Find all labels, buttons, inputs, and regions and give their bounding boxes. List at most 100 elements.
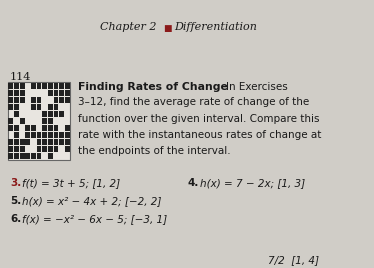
Text: rate with the instantaneous rates of change at: rate with the instantaneous rates of cha… (78, 130, 321, 140)
Bar (14, 111, 19, 117)
Bar (25, 139, 30, 145)
Text: Differentiation: Differentiation (174, 22, 257, 32)
Bar (25, 153, 30, 159)
Bar (8, 82, 70, 160)
Bar (31, 104, 36, 110)
Bar (37, 139, 42, 145)
Bar (31, 153, 36, 159)
Bar (53, 104, 58, 110)
Bar (48, 83, 53, 88)
Bar (59, 111, 64, 117)
Bar (48, 139, 53, 145)
Bar (14, 125, 19, 131)
Text: 6.: 6. (10, 214, 21, 224)
Bar (59, 97, 64, 103)
Bar (9, 139, 13, 145)
Bar (42, 125, 47, 131)
Bar (65, 97, 70, 103)
Bar (53, 125, 58, 131)
Bar (14, 139, 19, 145)
Bar (14, 146, 19, 152)
Bar (48, 153, 53, 159)
Bar (9, 90, 13, 96)
Bar (9, 153, 13, 159)
Bar (53, 139, 58, 145)
Bar (20, 153, 25, 159)
Bar (53, 146, 58, 152)
Text: Finding Rates of Change: Finding Rates of Change (78, 82, 228, 92)
Bar (65, 132, 70, 138)
Bar (37, 153, 42, 159)
Bar (20, 97, 25, 103)
Bar (53, 97, 58, 103)
Text: 5.: 5. (10, 196, 21, 206)
Bar (9, 97, 13, 103)
Bar (14, 153, 19, 159)
Text: 7/2  [1, 4]: 7/2 [1, 4] (268, 255, 319, 265)
Bar (14, 90, 19, 96)
Bar (48, 132, 53, 138)
Bar (37, 83, 42, 88)
Bar (9, 125, 13, 131)
Bar (14, 97, 19, 103)
Text: 3.: 3. (10, 178, 21, 188)
Bar (14, 132, 19, 138)
Bar (31, 125, 36, 131)
Text: 4.: 4. (188, 178, 199, 188)
Bar (65, 125, 70, 131)
Bar (20, 118, 25, 124)
Bar (20, 90, 25, 96)
Bar (9, 83, 13, 88)
Bar (31, 83, 36, 88)
Bar (14, 104, 19, 110)
Bar (42, 118, 47, 124)
Bar (53, 111, 58, 117)
Bar (42, 83, 47, 88)
Text: h(x) = x² − 4x + 2; [−2, 2]: h(x) = x² − 4x + 2; [−2, 2] (22, 196, 161, 206)
Text: ■: ■ (163, 24, 172, 33)
Bar (14, 83, 19, 88)
Bar (20, 146, 25, 152)
Bar (42, 139, 47, 145)
Bar (59, 132, 64, 138)
Bar (48, 90, 53, 96)
Bar (59, 139, 64, 145)
Bar (59, 83, 64, 88)
Bar (9, 118, 13, 124)
Bar (31, 97, 36, 103)
Text: f(t) = 3t + 5; [1, 2]: f(t) = 3t + 5; [1, 2] (22, 178, 120, 188)
Bar (37, 97, 42, 103)
Bar (42, 132, 47, 138)
Bar (48, 125, 53, 131)
Bar (48, 104, 53, 110)
Bar (9, 104, 13, 110)
Bar (9, 146, 13, 152)
Bar (31, 132, 36, 138)
Bar (37, 146, 42, 152)
Text: function over the given interval. Compare this: function over the given interval. Compar… (78, 114, 319, 124)
Bar (53, 90, 58, 96)
Text: Chapter 2: Chapter 2 (100, 22, 156, 32)
Bar (48, 111, 53, 117)
Bar (42, 111, 47, 117)
Bar (20, 83, 25, 88)
Bar (65, 83, 70, 88)
Bar (48, 118, 53, 124)
Bar (37, 132, 42, 138)
Bar (20, 139, 25, 145)
Bar (53, 132, 58, 138)
Bar (59, 90, 64, 96)
Bar (25, 125, 30, 131)
Text: 114: 114 (10, 72, 31, 82)
Text: f(x) = −x² − 6x − 5; [−3, 1]: f(x) = −x² − 6x − 5; [−3, 1] (22, 214, 167, 224)
Bar (53, 83, 58, 88)
Bar (65, 90, 70, 96)
Bar (65, 146, 70, 152)
Bar (48, 146, 53, 152)
Text: In Exercises: In Exercises (226, 82, 288, 92)
Bar (37, 104, 42, 110)
Bar (25, 132, 30, 138)
Bar (42, 146, 47, 152)
Text: 3–12, find the average rate of change of the: 3–12, find the average rate of change of… (78, 97, 309, 107)
Bar (65, 139, 70, 145)
